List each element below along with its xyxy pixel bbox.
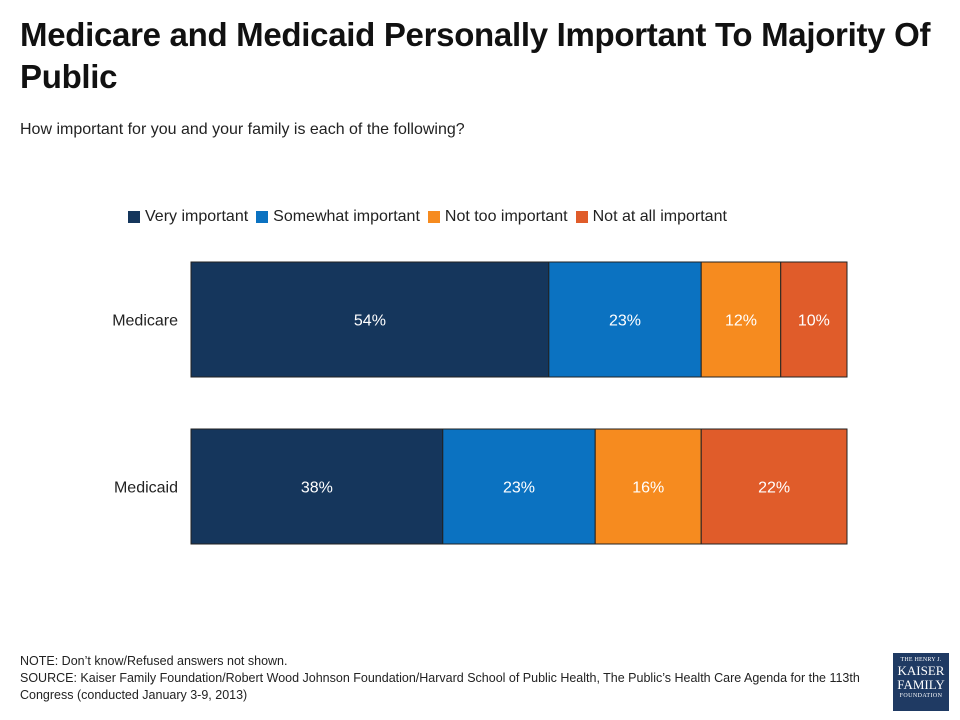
data-label: 12%	[725, 313, 757, 330]
chart-subtitle: How important for you and your family is…	[20, 121, 465, 138]
legend-item-very-important: Very important	[128, 208, 248, 226]
logo-line: KAISER	[897, 663, 945, 678]
bar-segment	[700, 261, 782, 378]
bar-segment	[700, 428, 848, 545]
legend: Very important Somewhat important Not to…	[128, 206, 735, 228]
data-label: 54%	[354, 313, 386, 330]
source-text: SOURCE: Kaiser Family Foundation/Robert …	[20, 671, 860, 702]
logo-line: FOUNDATION	[899, 693, 943, 699]
data-label: 23%	[609, 313, 641, 330]
legend-item-somewhat-important: Somewhat important	[256, 208, 420, 226]
data-label: 16%	[632, 480, 664, 497]
stacked-bar-chart: Medicare 54% 23% 12% 10% Medicaid 38% 23% 16% 22%	[112, 261, 848, 545]
legend-swatch	[575, 211, 588, 223]
legend-swatch	[128, 211, 140, 223]
legend-label: Not at all important	[592, 208, 727, 225]
data-label: 22%	[758, 480, 790, 497]
data-label: 10%	[798, 313, 830, 330]
bar-segment	[190, 428, 444, 545]
data-label: 23%	[503, 480, 535, 497]
category-label: Medicare	[112, 313, 178, 330]
data-label: 38%	[301, 480, 333, 497]
footnote: NOTE: Don’t know/Refused answers not sho…	[20, 653, 860, 704]
chart-title: Medicare and Medicaid Personally Importa…	[20, 16, 931, 95]
logo-line: FAMILY	[897, 677, 945, 692]
bar-segment	[442, 428, 596, 545]
category-label: Medicaid	[114, 480, 178, 497]
legend-item-not-at-all-important: Not at all important	[575, 208, 727, 226]
legend-swatch	[256, 211, 269, 223]
logo-line: THE HENRY J.	[900, 657, 942, 663]
note-text: NOTE: Don’t know/Refused answers not sho…	[20, 654, 288, 668]
legend-label: Very important	[145, 208, 249, 225]
legend-swatch	[427, 211, 440, 223]
legend-label: Somewhat important	[273, 208, 420, 225]
legend-item-not-too-important: Not too important	[427, 208, 568, 226]
kaiser-family-foundation-logo: THE HENRY J. KAISER FAMILY FOUNDATION	[893, 653, 949, 711]
legend-label: Not too important	[444, 208, 568, 225]
bar-segment	[780, 261, 848, 378]
